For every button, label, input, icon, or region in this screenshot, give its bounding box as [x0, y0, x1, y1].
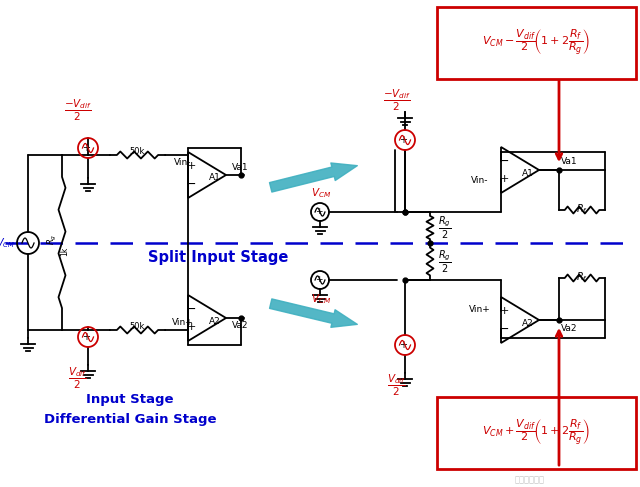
- FancyBboxPatch shape: [437, 7, 636, 79]
- Text: 1k: 1k: [60, 246, 69, 256]
- Text: −: −: [186, 302, 196, 316]
- FancyArrowPatch shape: [269, 299, 357, 327]
- Text: +: +: [316, 276, 323, 284]
- Text: $\dfrac{R_g}{2}$: $\dfrac{R_g}{2}$: [438, 248, 451, 275]
- Text: Vin+: Vin+: [469, 305, 491, 314]
- Text: +: +: [399, 135, 407, 145]
- Text: Va2: Va2: [232, 321, 248, 330]
- Text: Split Input Stage: Split Input Stage: [148, 250, 288, 265]
- Text: A2: A2: [522, 318, 534, 327]
- Text: +: +: [186, 161, 196, 171]
- Text: +: +: [499, 306, 509, 316]
- Text: −: −: [499, 154, 509, 168]
- Text: $V_{CM}$: $V_{CM}$: [0, 236, 15, 250]
- Text: $R_f$: $R_f$: [576, 202, 588, 216]
- Text: A2: A2: [209, 317, 221, 325]
- FancyBboxPatch shape: [437, 397, 636, 469]
- Text: $\dfrac{V_{dif}}{2}$: $\dfrac{V_{dif}}{2}$: [387, 373, 406, 397]
- FancyArrowPatch shape: [269, 163, 357, 192]
- Text: +: +: [82, 332, 90, 342]
- Text: 50k: 50k: [130, 147, 145, 156]
- Text: Vin-: Vin-: [471, 176, 489, 185]
- Text: +: +: [316, 207, 323, 217]
- Text: $V_{CM}-\dfrac{V_{dif}}{2}\!\left(1+2\dfrac{R_f}{R_g}\right)$: $V_{CM}-\dfrac{V_{dif}}{2}\!\left(1+2\df…: [482, 28, 590, 58]
- Text: $R_f$: $R_f$: [576, 270, 588, 284]
- Text: Input Stage: Input Stage: [86, 393, 173, 407]
- Text: −: −: [499, 322, 509, 336]
- Text: $R_g$: $R_g$: [45, 233, 58, 244]
- Text: Vin-: Vin-: [174, 158, 192, 167]
- Text: $V_{CM}+\dfrac{V_{dif}}{2}\!\left(1+2\dfrac{R_f}{R_g}\right)$: $V_{CM}+\dfrac{V_{dif}}{2}\!\left(1+2\df…: [482, 418, 590, 448]
- Text: $V_{CM}$: $V_{CM}$: [311, 292, 331, 306]
- Text: Va2: Va2: [561, 324, 577, 333]
- Text: A1: A1: [209, 173, 221, 183]
- Text: $V_{CM}$: $V_{CM}$: [311, 186, 331, 200]
- Text: +: +: [499, 174, 509, 184]
- Text: 电子工程技简: 电子工程技简: [515, 475, 545, 485]
- Text: Vin+: Vin+: [172, 318, 194, 327]
- Text: +: +: [82, 143, 90, 153]
- Text: −: −: [186, 177, 196, 190]
- Text: $\dfrac{-V_{dif}}{2}$: $\dfrac{-V_{dif}}{2}$: [64, 97, 92, 123]
- Text: Va1: Va1: [232, 163, 248, 172]
- Text: 50k: 50k: [130, 322, 145, 331]
- Text: $\dfrac{-V_{dif}}{2}$: $\dfrac{-V_{dif}}{2}$: [383, 88, 411, 112]
- Text: +: +: [186, 322, 196, 332]
- Text: +: +: [399, 340, 407, 350]
- Text: Differential Gain Stage: Differential Gain Stage: [44, 413, 216, 427]
- Text: Va1: Va1: [561, 157, 578, 166]
- Text: $\dfrac{V_{dif}}{2}$: $\dfrac{V_{dif}}{2}$: [68, 365, 88, 391]
- Text: $\dfrac{R_g}{2}$: $\dfrac{R_g}{2}$: [438, 214, 451, 241]
- Text: A1: A1: [522, 169, 534, 177]
